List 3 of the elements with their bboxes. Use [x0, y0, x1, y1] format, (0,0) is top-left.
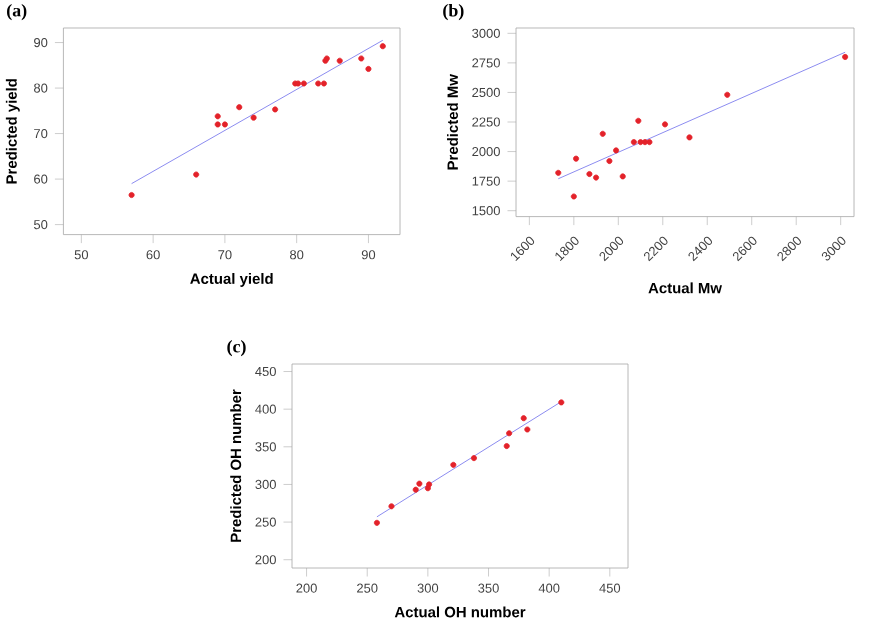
chart-title: (c): [227, 339, 246, 357]
chart-title: (b): [443, 3, 464, 21]
chart-title: (a): [7, 3, 27, 21]
